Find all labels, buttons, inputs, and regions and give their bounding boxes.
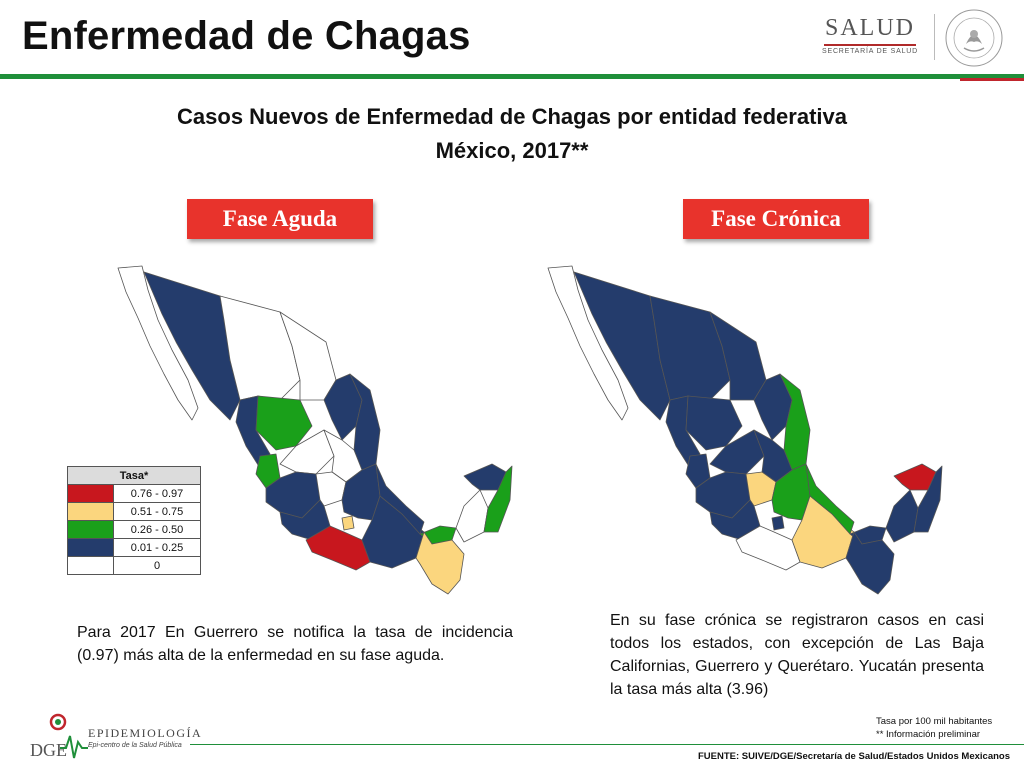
- state-chiapas: [845, 531, 895, 595]
- epidemiologia-tagline: Epi-centro de la Salud Pública: [88, 742, 182, 749]
- salud-logo-bar: [824, 44, 916, 46]
- footnote-preliminary: ** Información preliminar: [876, 729, 981, 740]
- legend-range: 0.26 - 0.50: [113, 520, 201, 539]
- legend-swatch: [67, 520, 114, 539]
- title-underline: [0, 74, 1024, 79]
- chronic-description: En su fase crónica se registraron casos …: [610, 612, 984, 698]
- legend-range: 0: [113, 556, 201, 575]
- legend-swatch: [67, 502, 114, 521]
- source-citation: FUENTE: SUIVE/DGE/Secretaría de Salud/Es…: [697, 751, 1010, 762]
- epi-initials: DGE: [30, 740, 67, 760]
- legend-swatch: [67, 484, 114, 503]
- salud-logo-subtitle: SECRETARÍA DE SALUD: [822, 48, 918, 55]
- state-campeche: [885, 489, 919, 543]
- state-morelos: [771, 515, 785, 531]
- state-chiapas: [415, 531, 465, 595]
- state-baja-california: [547, 265, 629, 421]
- chart-title-line2: México, 2017**: [435, 138, 589, 163]
- state-baja-california: [117, 265, 199, 421]
- acute-phase-label: Fase Aguda: [187, 199, 373, 239]
- legend-row: 0.26 - 0.50: [67, 520, 201, 539]
- legend-row: 0.01 - 0.25: [67, 538, 201, 557]
- state-veracruz: [805, 463, 855, 535]
- epidemiologia-logo-icon: DGE: [30, 713, 88, 760]
- acute-phase-map: [117, 265, 513, 595]
- mexico-seal-icon: [945, 9, 1003, 67]
- legend-header: Tasa*: [67, 466, 201, 485]
- rate-legend: Tasa* 0.76 - 0.97 0.51 - 0.75 0.26 - 0.5…: [67, 466, 201, 575]
- logo-separator: [934, 14, 935, 60]
- salud-logo: SALUD SECRETARÍA DE SALUD: [820, 16, 920, 60]
- legend-swatch: [67, 556, 114, 575]
- legend-row: 0.76 - 0.97: [67, 484, 201, 503]
- footer-divider: [190, 744, 1024, 745]
- state-veracruz: [375, 463, 425, 535]
- chronic-phase-map: [547, 265, 943, 595]
- page-title: Enfermedad de Chagas: [22, 14, 471, 58]
- salud-logo-word: SALUD: [824, 15, 915, 41]
- title-accent-line: [960, 78, 1024, 81]
- legend-swatch: [67, 538, 114, 557]
- chronic-phase-label: Fase Crónica: [683, 199, 869, 239]
- chart-title: Casos Nuevos de Enfermedad de Chagas por…: [0, 100, 1024, 168]
- legend-range: 0.76 - 0.97: [113, 484, 201, 503]
- legend-range: 0.51 - 0.75: [113, 502, 201, 521]
- legend-row: 0: [67, 556, 201, 575]
- state-campeche: [455, 489, 489, 543]
- state-quintana-roo: [913, 465, 943, 533]
- acute-description: Para 2017 En Guerrero se notifica la tas…: [77, 624, 513, 664]
- state-morelos: [341, 515, 355, 531]
- footnotes: Tasa por 100 mil habitantes ** Informaci…: [876, 715, 992, 741]
- state-quintana-roo: [483, 465, 513, 533]
- legend-row: 0.51 - 0.75: [67, 502, 201, 521]
- chart-title-line1: Casos Nuevos de Enfermedad de Chagas por…: [177, 104, 847, 129]
- state-coahuila: [709, 311, 767, 401]
- state-coahuila: [279, 311, 337, 401]
- legend-range: 0.01 - 0.25: [113, 538, 201, 557]
- epidemiologia-name: EPIDEMIOLOGÍA: [88, 726, 203, 740]
- footnote-rate: Tasa por 100 mil habitantes: [876, 716, 993, 727]
